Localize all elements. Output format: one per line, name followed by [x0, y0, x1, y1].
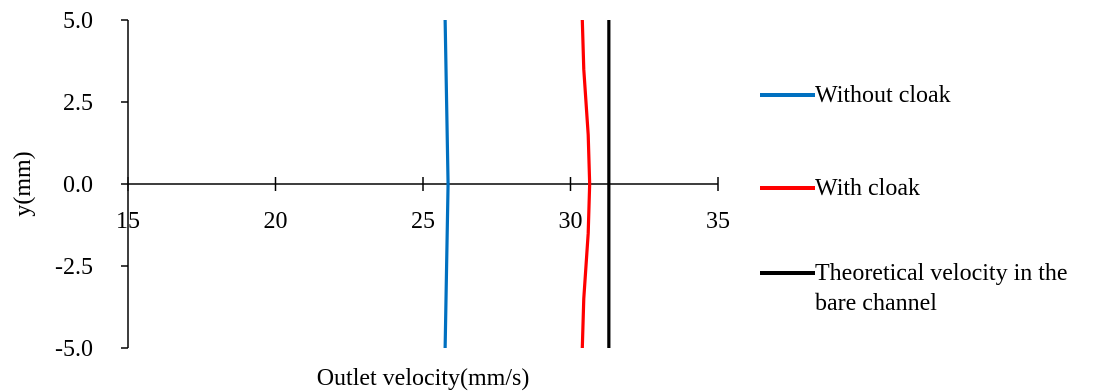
- y-tick-label: 2.5: [63, 90, 93, 116]
- series-without-cloak: [443, 19, 450, 349]
- legend-swatch-theoretical: [760, 271, 815, 275]
- legend-label-with-cloak: With cloak: [815, 175, 920, 201]
- legend-item-without-cloak: Without cloak: [760, 80, 1105, 110]
- y-tick-label: -2.5: [55, 254, 93, 280]
- ticks: 15 20 25 30 35 5.0 2.5 0.0 -2.5 -5.0: [55, 8, 730, 362]
- y-axis-title: y(mm): [10, 151, 36, 216]
- legend-swatch-without-cloak: [760, 93, 815, 97]
- x-tick-label: 20: [264, 208, 288, 234]
- series-with-cloak: [580, 19, 592, 349]
- x-tick-label: 35: [706, 208, 730, 234]
- y-tick-label: 5.0: [63, 8, 93, 34]
- series-group: [443, 19, 611, 349]
- y-tick-label: 0.0: [63, 172, 93, 198]
- x-tick-label: 15: [116, 208, 140, 234]
- legend-label-without-cloak: Without cloak: [815, 82, 951, 108]
- legend-swatch-with-cloak: [760, 186, 815, 190]
- x-axis-title: Outlet velocity(mm/s): [317, 365, 530, 391]
- legend-item-with-cloak: With cloak: [760, 173, 1105, 203]
- legend-item-theoretical: Theoretical velocity in the bare channel: [760, 258, 1105, 318]
- x-tick-label: 25: [411, 208, 435, 234]
- x-tick-label: 30: [559, 208, 583, 234]
- legend-label-theoretical: Theoretical velocity in the bare channel: [815, 260, 1068, 316]
- y-tick-label: -5.0: [55, 336, 93, 362]
